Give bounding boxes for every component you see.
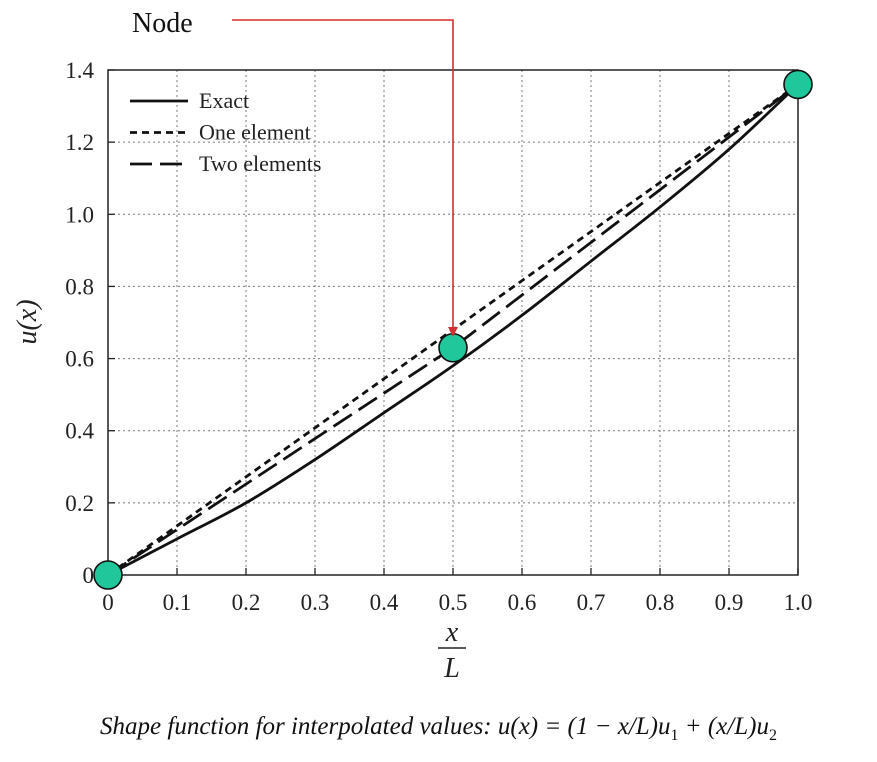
x-tick-label: 0.1 <box>163 590 192 615</box>
y-axis-label: u(x) <box>12 299 43 344</box>
node-marker <box>438 332 468 363</box>
y-tick-label: 0.8 <box>65 274 94 299</box>
y-tick-label: 0.2 <box>65 491 94 516</box>
caption: Shape function for interpolated values: … <box>0 713 877 745</box>
node-annotation: Node <box>132 8 458 337</box>
x-tick-label: 0.3 <box>301 590 330 615</box>
legend-label: Exact <box>199 88 249 113</box>
x-tick-label: 0.5 <box>439 590 468 615</box>
legend-label: Two elements <box>199 151 321 176</box>
y-tick-label: 0.4 <box>65 419 94 444</box>
caption-prefix: Shape function for interpolated values: <box>100 713 498 740</box>
y-tick-label: 1.4 <box>65 58 94 83</box>
y-tick-label: 0 <box>83 563 95 588</box>
x-tick-label: 0.7 <box>577 590 606 615</box>
node-annotation-arrow <box>232 19 458 337</box>
x-axis-label-numerator: x <box>445 617 459 648</box>
x-tick-label: 0.8 <box>646 590 675 615</box>
node-marker <box>783 69 813 100</box>
y-axis-ticks: 0 0.2 0.4 0.6 0.8 1.0 1.2 1.4 <box>65 58 115 588</box>
y-tick-label: 1.2 <box>65 130 94 155</box>
x-tick-label: 0 <box>102 590 114 615</box>
y-tick-label: 0.6 <box>65 347 94 372</box>
caption-formula-middle: + (x/L)u <box>678 713 769 740</box>
y-tick-label: 1.0 <box>65 202 94 227</box>
caption-sub1: 1 <box>670 727 679 744</box>
x-axis-label: x L <box>438 617 466 684</box>
legend-label: One element <box>199 120 311 145</box>
x-tick-label: 0.9 <box>715 590 744 615</box>
x-tick-label: 1.0 <box>784 590 813 615</box>
x-tick-label: 0.6 <box>508 590 537 615</box>
legend: Exact One element Two elements <box>130 88 321 176</box>
nodes <box>93 69 813 590</box>
y-axis-label-text: u(x) <box>12 299 43 344</box>
x-axis-ticks: 0 0.1 0.2 0.3 0.4 0.5 0.6 0.7 0.8 0.9 1.0 <box>102 568 812 615</box>
series-two-elements <box>107 83 799 577</box>
x-tick-label: 0.4 <box>370 590 399 615</box>
x-tick-label: 0.2 <box>232 590 261 615</box>
caption-sub2: 2 <box>768 727 777 744</box>
node-annotation-label: Node <box>132 8 193 39</box>
interpolation-chart: 0 0.1 0.2 0.3 0.4 0.5 0.6 0.7 0.8 0.9 1.0 00.20.40… <box>12 8 813 684</box>
series-exact <box>107 83 799 577</box>
caption-formula: u(x) = (1 − x/L)u <box>497 713 671 740</box>
x-axis-label-denominator: L <box>443 653 460 684</box>
node-marker <box>93 560 123 590</box>
